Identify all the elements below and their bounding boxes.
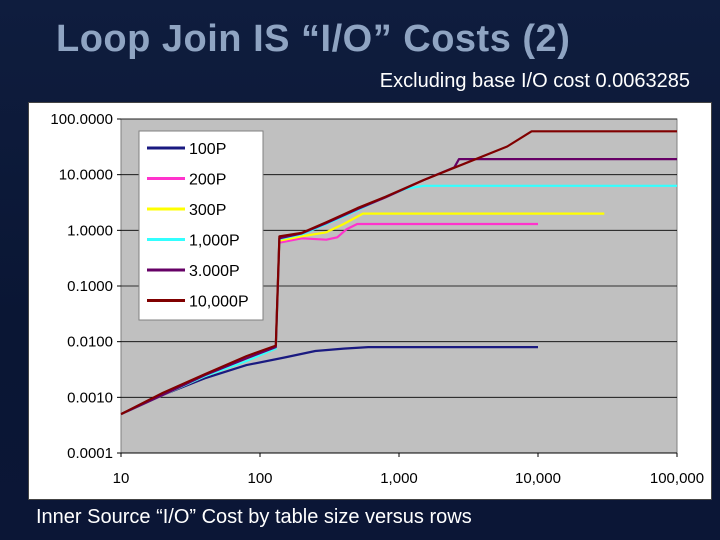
legend-label: 1,000P — [189, 233, 240, 250]
slide-title: Loop Join IS “I/O” Costs (2) — [56, 18, 571, 60]
y-tick-label: 1.0000 — [67, 222, 113, 239]
legend-label: 100P — [189, 141, 226, 158]
series-line — [120, 346, 538, 416]
series-line — [120, 130, 677, 416]
y-tick-label: 10.0000 — [59, 167, 113, 184]
x-axis-ticks: 10 100 1,000 10,000 100,000 — [113, 452, 704, 487]
y-tick-label: 0.0010 — [67, 389, 113, 406]
chart: 100.0000 10.0000 1.0000 0.1000 0.0100 0.0010 0… — [50, 111, 704, 487]
x-tick-label: 10 — [113, 470, 130, 487]
legend-label: 300P — [189, 202, 226, 219]
y-axis-ticks: 100.0000 10.0000 1.0000 0.1000 0.0100 0.0010 0… — [50, 111, 121, 462]
legend: 100P 200P 300P 1,000P 3.000P 10,000P — [138, 130, 264, 321]
slide-subtitle: Excluding base I/O cost 0.0063285 — [379, 70, 690, 92]
y-tick-label: 0.0001 — [67, 445, 113, 462]
chart-frame: 100.0000 10.0000 1.0000 0.1000 0.0100 0.0010 0… — [28, 102, 712, 500]
legend-box — [138, 130, 264, 321]
x-tick-label: 100 — [247, 470, 272, 487]
x-tick-label: 100,000 — [650, 470, 704, 487]
chart-caption: Inner Source “I/O” Cost by table size ve… — [36, 506, 472, 528]
x-tick-label: 1,000 — [380, 470, 418, 487]
y-tick-label: 100.0000 — [50, 111, 113, 128]
x-tick-label: 10,000 — [515, 470, 561, 487]
legend-label: 3.000P — [189, 263, 240, 280]
legend-label: 200P — [189, 172, 226, 189]
y-tick-label: 0.1000 — [67, 278, 113, 295]
series-lines — [120, 130, 677, 416]
legend-label: 10,000P — [189, 294, 249, 311]
y-tick-label: 0.0100 — [67, 334, 113, 351]
